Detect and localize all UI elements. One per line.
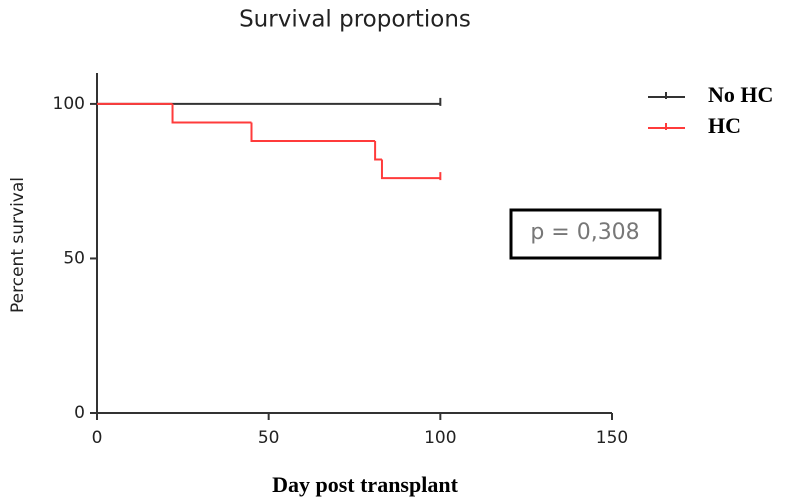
legend-label: HC [708,113,741,138]
y-tick-label: 100 [53,94,85,114]
y-tick-label: 50 [63,248,85,268]
survival-step [171,103,252,124]
x-tick-label: 100 [424,428,456,448]
x-tick-label: 0 [92,428,103,448]
survival-step [250,122,376,142]
x-tick-label: 50 [258,428,280,448]
x-axis-label: Day post transplant [272,472,458,497]
legend-label: No HC [708,82,773,107]
annotation: p = 0,308 [530,220,639,245]
annotation-box [509,208,662,260]
chart-title: Survival proportions [239,7,471,33]
x-tick-label: 150 [596,428,628,448]
y-axis-label: Percent survival [8,177,28,313]
survival-step [374,141,382,161]
y-tick-label: 0 [74,403,85,423]
survival-step [380,159,441,180]
